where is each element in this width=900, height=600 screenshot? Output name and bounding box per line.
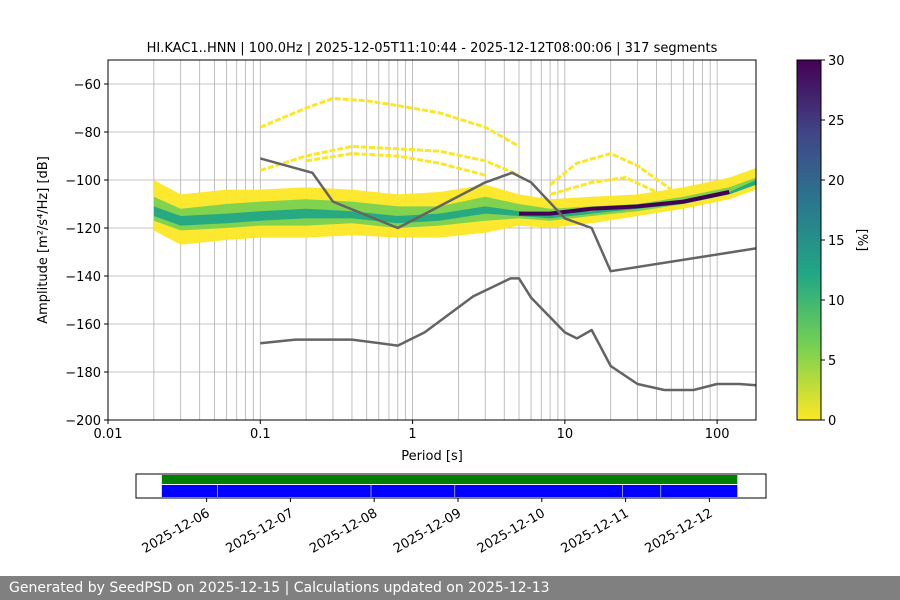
footer-text: Generated by SeedPSD on 2025-12-15 | Cal…	[9, 580, 550, 596]
high-noise-model-line	[259, 157, 756, 273]
timeline-coverage	[161, 475, 738, 497]
timeline-tick-label: 2025-12-06	[140, 506, 213, 557]
timeline-tick-label: 2025-12-09	[391, 506, 464, 557]
x-tick-label: 0.01	[94, 427, 123, 442]
y-tick-label: −60	[74, 78, 101, 93]
colorbar-tick-label: 0	[828, 414, 836, 429]
x-tick-label: 1	[408, 427, 416, 442]
x-axis-label: Period [s]	[401, 449, 463, 464]
y-axis-ticks: −60 −80 −100 −120 −140 −160 −180 −200	[65, 78, 108, 429]
y-tick-label: −100	[65, 174, 101, 189]
timeline-ticks: 2025-12-06 2025-12-07 2025-12-08 2025-12-09…	[140, 498, 715, 557]
density-mode-line	[519, 190, 730, 216]
timeline-tick-label: 2025-12-10	[475, 506, 548, 557]
coverage-segment-blue	[371, 485, 455, 497]
colorbar-tick-label: 30	[828, 54, 845, 69]
x-tick-label: 0.1	[250, 427, 271, 442]
y-axis-label: Amplitude [m²/s⁴/Hz] [dB]	[36, 156, 51, 324]
timeline-frame	[135, 473, 767, 499]
x-axis-ticks: 0.01 0.1 1 10 100	[94, 420, 730, 442]
density-band-high	[153, 180, 756, 226]
outlier-trace	[549, 152, 673, 191]
coverage-segment-blue	[622, 485, 661, 497]
low-noise-model-line	[260, 277, 756, 392]
timeline-tick-label: 2025-12-08	[307, 506, 380, 557]
y-tick-label: −160	[65, 318, 101, 333]
colorbar-label: [%]	[854, 229, 869, 252]
timeline-tick-label: 2025-12-07	[223, 506, 296, 557]
coverage-segment-blue	[217, 485, 371, 497]
psd-density-map	[153, 168, 756, 245]
colorbar	[796, 59, 822, 421]
y-tick-label: −120	[65, 222, 101, 237]
y-tick-label: −80	[74, 126, 101, 141]
coverage-segment-blue	[161, 485, 218, 497]
y-tick-label: −200	[65, 414, 101, 429]
timeline-tick-label: 2025-12-11	[559, 506, 632, 557]
colorbar-tick-label: 15	[828, 234, 845, 249]
x-tick-label: 10	[557, 427, 574, 442]
coverage-segment-blue	[455, 485, 623, 497]
plot-frame	[107, 59, 757, 421]
colorbar-tick-label: 10	[828, 294, 845, 309]
colorbar-tick-label: 5	[828, 354, 836, 369]
coverage-segment-green	[161, 475, 738, 484]
colorbar-ticks: 0 5 10 15 20 25 30	[821, 54, 845, 429]
outlier-trace	[549, 176, 658, 196]
grid-lines	[107, 60, 756, 421]
timeline-tick-label: 2025-12-12	[642, 506, 715, 557]
colorbar-tick-label: 20	[828, 174, 845, 189]
x-tick-label: 100	[705, 427, 730, 442]
outlier-trace	[305, 152, 486, 177]
outlier-trace	[259, 144, 520, 177]
chart-title: HI.KAC1..HNN | 100.0Hz | 2025-12-05T11:1…	[147, 41, 718, 56]
scattered-traces	[259, 96, 673, 196]
outlier-trace	[259, 96, 520, 148]
colorbar-tick-label: 25	[828, 114, 845, 129]
y-tick-label: −140	[65, 270, 101, 285]
coverage-segment-blue	[661, 485, 738, 497]
psd-figure: 0.01 0.1 1 10 100 −60−80−100−120−140−160−180…	[36, 41, 869, 557]
footer-bar: Generated by SeedPSD on 2025-12-15 | Cal…	[0, 576, 900, 600]
y-tick-label: −180	[65, 366, 101, 381]
noise-model-lines	[259, 157, 756, 392]
